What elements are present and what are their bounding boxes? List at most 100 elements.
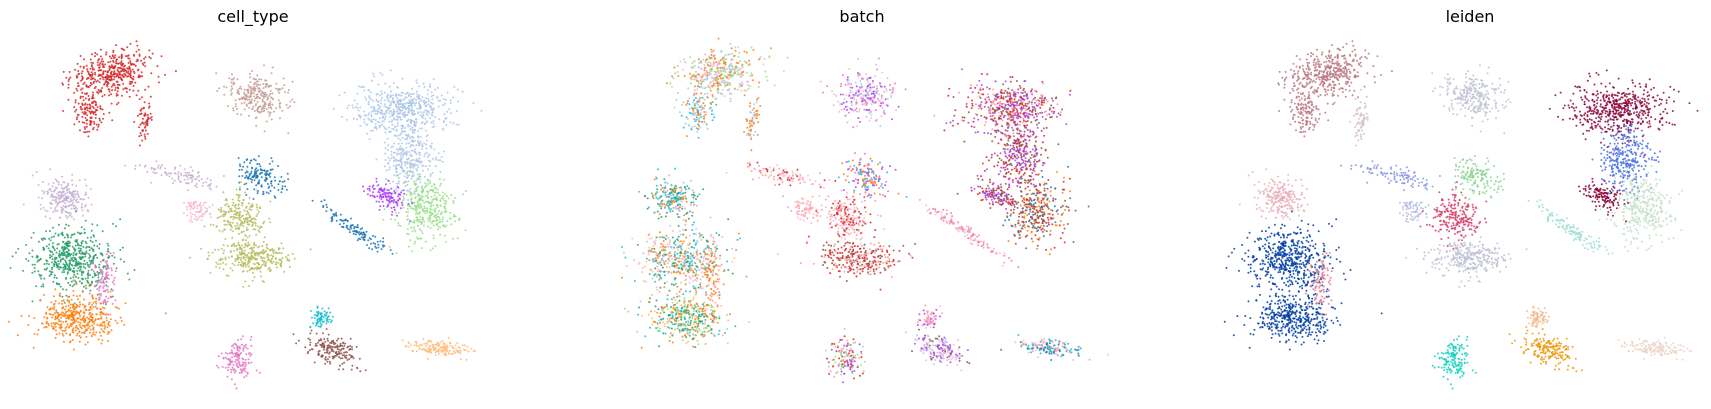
scatter-point <box>413 109 416 112</box>
scatter-point <box>309 248 312 251</box>
scatter-point <box>409 344 412 347</box>
scatter-point <box>411 126 414 129</box>
scatter-point <box>277 261 280 264</box>
scatter-point <box>269 249 272 252</box>
scatter-point <box>192 201 195 204</box>
scatter-point <box>68 78 71 81</box>
scatter-point <box>400 142 403 145</box>
scatter-point <box>96 91 98 94</box>
scatter-point <box>252 92 255 95</box>
scatter-point <box>245 226 248 229</box>
scatter-point <box>92 256 95 259</box>
scatter-point <box>105 319 108 322</box>
scatter-point <box>237 366 240 369</box>
scatter-point <box>386 97 389 100</box>
scatter-point <box>257 107 260 110</box>
scatter-point <box>267 103 270 106</box>
scatter-point <box>373 195 376 198</box>
scatter-point <box>92 107 95 109</box>
scatter-point <box>97 273 100 276</box>
scatter-point <box>76 89 79 92</box>
scatter-point <box>326 311 329 314</box>
scatter-point <box>434 116 437 119</box>
scatter-point <box>437 152 440 155</box>
scatter-point <box>256 213 259 216</box>
scatter-point <box>82 246 85 248</box>
scatter-point <box>109 313 112 316</box>
scatter-point <box>235 362 238 365</box>
scatter-point <box>372 191 375 194</box>
scatter-point <box>224 213 227 216</box>
scatter-point <box>78 331 81 333</box>
scatter-point <box>243 376 246 379</box>
scatter-point <box>83 312 86 315</box>
scatter-point <box>224 351 227 354</box>
scatter-point <box>193 218 196 220</box>
scatter-point <box>106 242 109 245</box>
scatter-point <box>76 242 79 245</box>
scatter-point <box>101 259 104 262</box>
scatter-point <box>261 245 264 248</box>
scatter-point <box>233 242 236 245</box>
scatter-point <box>324 357 327 360</box>
scatter-point <box>69 214 72 217</box>
scatter-point <box>66 299 69 302</box>
scatter-point <box>435 198 438 201</box>
scatter-point <box>199 215 202 218</box>
scatter-point <box>200 208 203 211</box>
scatter-point <box>384 115 387 118</box>
scatter-point <box>374 119 377 121</box>
scatter-point <box>419 199 422 202</box>
scatter-point <box>360 86 363 89</box>
scatter-point <box>74 195 77 198</box>
scatter-point <box>59 216 62 219</box>
scatter-point <box>27 324 30 326</box>
scatter-point <box>248 260 251 263</box>
scatter-point <box>63 271 66 273</box>
scatter-point <box>215 185 218 188</box>
scatter-point <box>75 184 78 187</box>
scatter-point <box>51 246 54 249</box>
scatter-point <box>137 89 140 92</box>
scatter-point <box>72 276 75 279</box>
scatter-point <box>74 313 77 316</box>
scatter-point <box>399 207 402 210</box>
scatter-point <box>257 254 260 257</box>
scatter-point <box>35 171 38 173</box>
scatter-point <box>126 46 129 49</box>
scatter-point <box>217 366 220 369</box>
scatter-point <box>425 97 428 100</box>
scatter-point <box>444 98 447 101</box>
scatter-point <box>240 371 243 374</box>
scatter-point <box>278 102 281 105</box>
scatter-point <box>81 303 84 306</box>
scatter-point <box>93 244 96 247</box>
scatter-point <box>64 264 67 267</box>
scatter-point <box>68 315 71 318</box>
scatter-point <box>128 57 131 60</box>
scatter-point <box>372 242 375 244</box>
scatter-point <box>330 217 333 220</box>
scatter-point <box>79 310 82 313</box>
scatter-point <box>395 189 398 192</box>
scatter-point <box>415 207 418 210</box>
scatter-point <box>116 90 119 93</box>
scatter-point <box>388 159 391 162</box>
scatter-point <box>72 256 74 259</box>
scatter-point <box>235 188 238 191</box>
scatter-point <box>406 162 409 165</box>
scatter-point <box>47 247 50 250</box>
scatter-point <box>238 207 241 210</box>
scatter-point <box>112 73 115 76</box>
scatter-point <box>88 303 90 306</box>
scatter-point <box>238 188 241 191</box>
scatter-point <box>106 285 109 288</box>
scatter-point <box>200 247 203 250</box>
scatter-point <box>384 165 386 168</box>
scatter-point <box>61 207 64 210</box>
scatter-point <box>255 369 258 372</box>
scatter-point <box>357 109 360 112</box>
scatter-point <box>76 332 79 335</box>
scatter-point <box>390 100 393 103</box>
scatter-point <box>106 271 109 274</box>
